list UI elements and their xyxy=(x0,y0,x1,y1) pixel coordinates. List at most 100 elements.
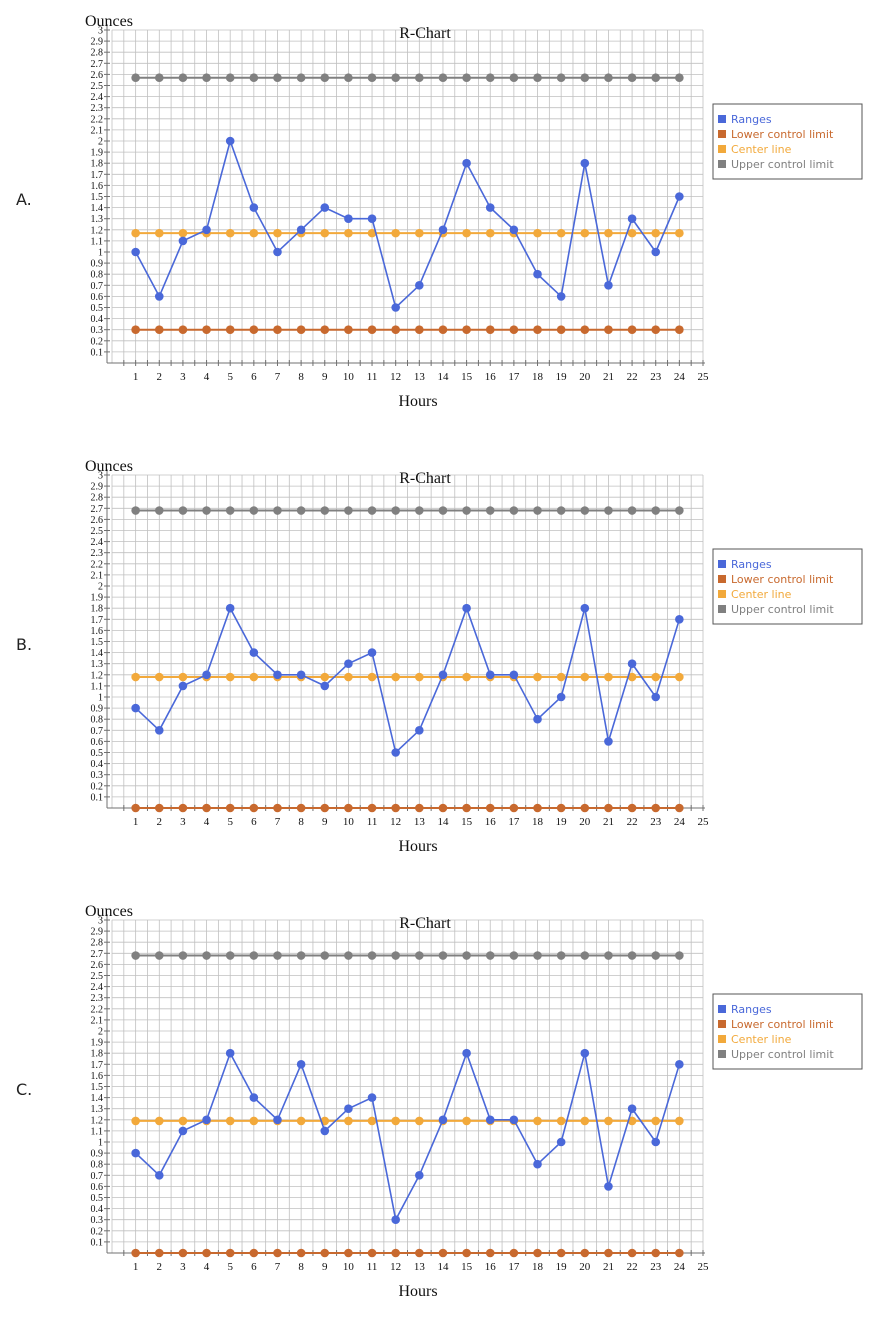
data-point-center-line xyxy=(533,228,542,238)
data-point-upper-control-limit xyxy=(225,951,235,960)
data-point-ranges xyxy=(296,225,306,235)
y-tick-label: 1.6 xyxy=(91,1071,104,1082)
data-point-center-line xyxy=(556,1116,566,1126)
data-point-ranges xyxy=(627,659,637,668)
data-point-center-line xyxy=(320,228,330,238)
y-tick-label: 0.6 xyxy=(91,1182,104,1193)
data-point-lower-control-limit xyxy=(651,803,661,813)
data-point-lower-control-limit xyxy=(225,1248,235,1258)
data-point-upper-control-limit xyxy=(296,951,306,960)
data-point-center-line xyxy=(391,228,400,238)
data-point-upper-control-limit xyxy=(675,73,684,83)
y-tick-label: 1.1 xyxy=(91,681,104,692)
data-point-lower-control-limit xyxy=(225,803,235,813)
y-tick-label: 2.7 xyxy=(91,59,104,70)
series-lower-control-limit xyxy=(131,803,684,813)
y-tick-label: 2.7 xyxy=(91,949,104,960)
y-tick-label: 0.8 xyxy=(91,715,104,726)
y-axis-title: Ounces xyxy=(85,458,133,475)
y-tick-label: 0.1 xyxy=(91,1237,104,1248)
data-point-upper-control-limit xyxy=(249,506,259,515)
data-point-ranges xyxy=(178,681,188,691)
data-point-lower-control-limit xyxy=(415,1248,424,1258)
y-tick-label: 0.9 xyxy=(91,1149,104,1160)
data-point-lower-control-limit xyxy=(627,803,637,813)
y-tick-label: 1.7 xyxy=(91,170,104,181)
x-tick-label: 13 xyxy=(414,1261,426,1273)
chart-title: R-Chart xyxy=(399,470,451,487)
data-point-lower-control-limit xyxy=(415,325,424,335)
y-tick-label: 1.3 xyxy=(91,659,104,670)
data-point-upper-control-limit xyxy=(415,506,424,515)
data-point-center-line xyxy=(556,672,566,682)
data-point-upper-control-limit xyxy=(415,73,424,83)
x-tick-label: 15 xyxy=(461,371,473,383)
x-tick-label: 22 xyxy=(627,1261,638,1273)
y-tick-label: 0.5 xyxy=(91,748,104,759)
data-point-lower-control-limit xyxy=(249,325,259,335)
x-tick-label: 18 xyxy=(532,1261,544,1273)
data-point-lower-control-limit xyxy=(296,325,306,335)
legend-label-ranges: Ranges xyxy=(731,1003,772,1016)
y-tick-label: 2.3 xyxy=(91,548,104,559)
y-tick-label: 2.4 xyxy=(91,537,104,548)
data-point-center-line xyxy=(249,1116,259,1126)
x-tick-label: 18 xyxy=(532,816,544,828)
data-point-center-line xyxy=(627,672,637,682)
data-point-center-line xyxy=(296,1116,306,1126)
data-point-lower-control-limit xyxy=(556,1248,566,1258)
data-point-upper-control-limit xyxy=(249,73,259,83)
x-axis-title: Hours xyxy=(398,1283,437,1300)
r-chart-b: 0.10.20.30.40.50.60.70.80.911.11.21.31.4… xyxy=(85,458,863,855)
x-tick-label: 20 xyxy=(579,371,591,383)
data-point-ranges xyxy=(462,1048,471,1058)
y-tick-label: 0.5 xyxy=(91,1193,104,1204)
data-point-ranges xyxy=(154,292,164,301)
y-tick-label: 2.9 xyxy=(91,927,104,938)
data-point-upper-control-limit xyxy=(485,506,495,515)
data-point-upper-control-limit xyxy=(604,73,613,83)
y-tick-label: 1.8 xyxy=(91,159,104,170)
legend-label-center-line: Center line xyxy=(731,1033,792,1046)
data-point-ranges xyxy=(675,1060,684,1069)
y-tick-label: 0.2 xyxy=(91,336,104,347)
data-point-lower-control-limit xyxy=(320,325,330,335)
data-point-lower-control-limit xyxy=(438,803,448,813)
data-point-ranges xyxy=(533,714,542,724)
x-tick-label: 8 xyxy=(298,371,304,383)
data-point-lower-control-limit xyxy=(154,803,164,813)
series-ranges xyxy=(131,1048,684,1224)
legend: Ranges Lower control limit Center line Uppe… xyxy=(712,548,863,625)
data-point-ranges xyxy=(627,1104,637,1113)
data-point-ranges xyxy=(485,203,495,212)
data-point-center-line xyxy=(604,672,613,682)
data-point-center-line xyxy=(533,1116,542,1126)
data-point-upper-control-limit xyxy=(580,506,590,515)
x-tick-label: 19 xyxy=(556,1261,568,1273)
data-point-upper-control-limit xyxy=(627,951,637,960)
data-point-lower-control-limit xyxy=(533,1248,542,1258)
data-point-lower-control-limit xyxy=(320,1248,330,1258)
data-point-ranges xyxy=(556,292,566,301)
data-point-upper-control-limit xyxy=(344,506,353,515)
data-point-center-line xyxy=(131,1116,140,1126)
data-point-ranges xyxy=(202,225,211,235)
data-point-ranges xyxy=(533,1159,542,1169)
y-tick-label: 0.4 xyxy=(91,314,104,325)
y-tick-labels: 0.10.20.30.40.50.60.70.80.911.11.21.31.4… xyxy=(91,471,110,803)
data-point-upper-control-limit xyxy=(604,951,613,960)
y-tick-label: 2.5 xyxy=(91,81,104,92)
series-center-line xyxy=(131,1116,684,1126)
y-tick-label: 0.6 xyxy=(91,292,104,303)
data-point-ranges xyxy=(509,1115,519,1125)
x-tick-label: 23 xyxy=(650,1261,662,1273)
y-tick-label: 1.8 xyxy=(91,604,104,615)
data-point-upper-control-limit xyxy=(462,506,471,515)
data-point-lower-control-limit xyxy=(509,1248,519,1258)
data-point-center-line xyxy=(391,1116,400,1126)
data-point-lower-control-limit xyxy=(533,325,542,335)
y-tick-label: 0.2 xyxy=(91,1226,104,1237)
y-tick-label: 2.3 xyxy=(91,993,104,1004)
data-point-upper-control-limit xyxy=(178,951,188,960)
data-point-ranges xyxy=(131,1148,140,1158)
